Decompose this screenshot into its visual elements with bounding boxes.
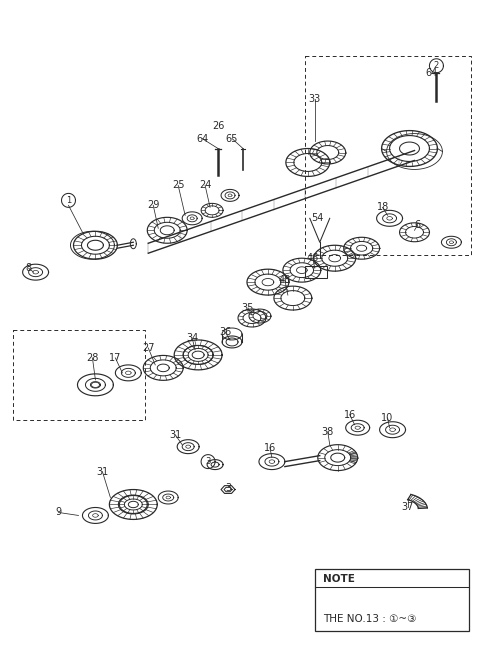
Text: NOTE: NOTE xyxy=(323,574,355,584)
Text: 31: 31 xyxy=(169,430,181,440)
Text: 1: 1 xyxy=(66,196,71,205)
Bar xyxy=(305,266,327,278)
Text: 26: 26 xyxy=(212,121,224,130)
Text: 64: 64 xyxy=(425,67,438,78)
Text: 6: 6 xyxy=(414,220,420,231)
Text: 2: 2 xyxy=(434,62,439,70)
Text: THE NO.13 : ①~③: THE NO.13 : ①~③ xyxy=(323,614,416,624)
Text: 18: 18 xyxy=(376,202,389,212)
Text: 8: 8 xyxy=(25,263,32,273)
Text: 10: 10 xyxy=(382,413,394,422)
Text: 48: 48 xyxy=(279,275,291,285)
Text: 3: 3 xyxy=(205,457,211,466)
Text: 64: 64 xyxy=(196,134,208,143)
Text: 34: 34 xyxy=(186,333,198,343)
Text: 38: 38 xyxy=(322,426,334,437)
Text: 54: 54 xyxy=(312,214,324,223)
Text: 9: 9 xyxy=(56,508,61,517)
Text: 27: 27 xyxy=(142,343,155,353)
Text: 36: 36 xyxy=(219,327,231,337)
Text: 46: 46 xyxy=(307,253,319,263)
Text: 29: 29 xyxy=(147,200,159,210)
Text: 28: 28 xyxy=(86,353,98,363)
Text: 24: 24 xyxy=(199,180,211,191)
Text: 37: 37 xyxy=(401,502,414,512)
Text: 31: 31 xyxy=(96,466,108,477)
Text: 65: 65 xyxy=(226,134,238,143)
Text: 16: 16 xyxy=(344,410,356,420)
Text: 33: 33 xyxy=(309,94,321,103)
Text: 16: 16 xyxy=(264,443,276,453)
Bar xyxy=(315,569,469,631)
Text: 25: 25 xyxy=(172,180,184,191)
Text: 3: 3 xyxy=(225,483,231,493)
Text: 17: 17 xyxy=(109,353,121,363)
Text: 35: 35 xyxy=(242,303,254,313)
